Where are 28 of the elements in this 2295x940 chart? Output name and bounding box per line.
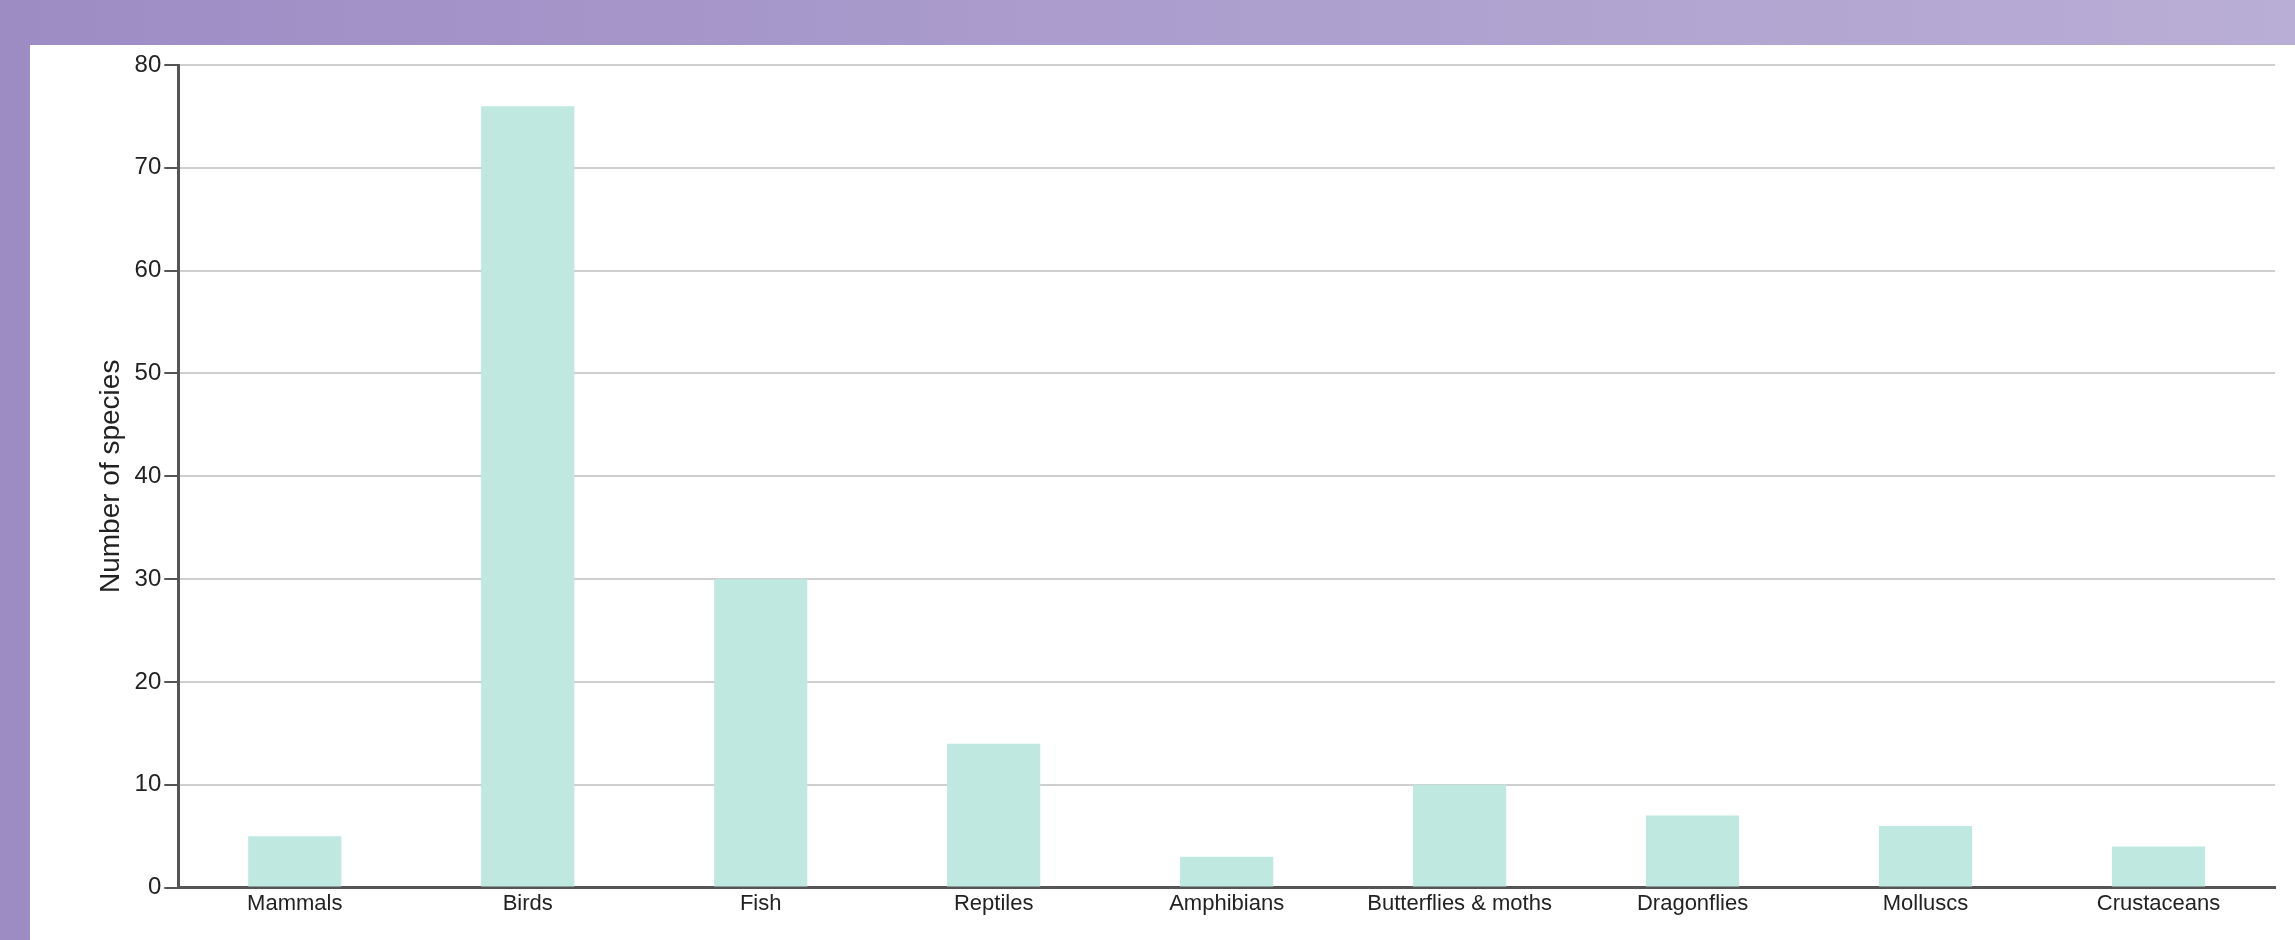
y-tick-label: 80 [134,49,162,77]
y-tick-label: 70 [134,152,162,180]
y-tick-label: 20 [134,666,162,694]
bar [2111,846,2206,887]
bar [1413,784,1507,887]
bar [248,836,342,887]
bar [481,106,575,887]
x-tick-label: Birds [502,889,553,915]
y-tick-label: 40 [134,460,162,488]
x-tick-label: Fish [739,889,782,915]
x-tick-label: Butterflies & moths [1367,889,1552,915]
bar [714,579,808,887]
bar [1878,825,1973,887]
bar [1180,856,1274,887]
y-tick-label: 30 [134,563,162,591]
y-tick-label: 10 [134,769,162,797]
y-axis-title: Number of species [93,359,125,594]
x-tick-label: Crustaceans [2096,889,2221,915]
x-tick-label: Molluscs [1882,889,1969,915]
y-tick-label: 0 [147,872,162,900]
x-tick-label: Dragonflies [1636,889,1749,915]
bar [947,743,1041,887]
bar [1645,815,1740,887]
x-tick-label: Reptiles [953,889,1034,915]
x-tick-label: Amphibians [1169,889,1285,915]
x-tick-label: Mammals [247,889,343,915]
y-tick-label: 60 [134,255,162,283]
y-tick-label: 50 [134,358,162,386]
